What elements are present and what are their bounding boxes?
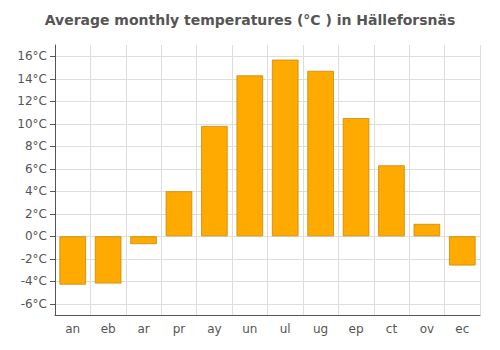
svg-text:un: un xyxy=(242,322,257,336)
svg-text:2°C: 2°C xyxy=(25,207,47,221)
svg-text:ul: ul xyxy=(280,322,291,336)
svg-text:14°C: 14°C xyxy=(17,72,47,86)
svg-text:12°C: 12°C xyxy=(17,94,47,108)
svg-text:16°C: 16°C xyxy=(17,49,47,63)
svg-text:eb: eb xyxy=(101,322,116,336)
svg-text:ct: ct xyxy=(386,322,398,336)
svg-text:ec: ec xyxy=(455,322,469,336)
svg-text:-6°C: -6°C xyxy=(21,297,47,311)
svg-text:pr: pr xyxy=(173,322,186,336)
svg-text:6°C: 6°C xyxy=(25,162,47,176)
svg-text:ay: ay xyxy=(207,322,221,336)
svg-text:ov: ov xyxy=(420,322,434,336)
svg-text:Average monthly temperatures (: Average monthly temperatures (°C ) in Hä… xyxy=(45,12,456,28)
svg-text:10°C: 10°C xyxy=(17,117,47,131)
svg-text:-2°C: -2°C xyxy=(21,252,47,266)
svg-text:4°C: 4°C xyxy=(25,184,47,198)
svg-text:ar: ar xyxy=(137,322,149,336)
svg-text:-4°C: -4°C xyxy=(21,274,47,288)
svg-text:0°C: 0°C xyxy=(25,229,47,243)
svg-text:ep: ep xyxy=(349,322,364,336)
svg-text:8°C: 8°C xyxy=(25,139,47,153)
svg-text:an: an xyxy=(65,322,80,336)
svg-text:ug: ug xyxy=(313,322,328,336)
